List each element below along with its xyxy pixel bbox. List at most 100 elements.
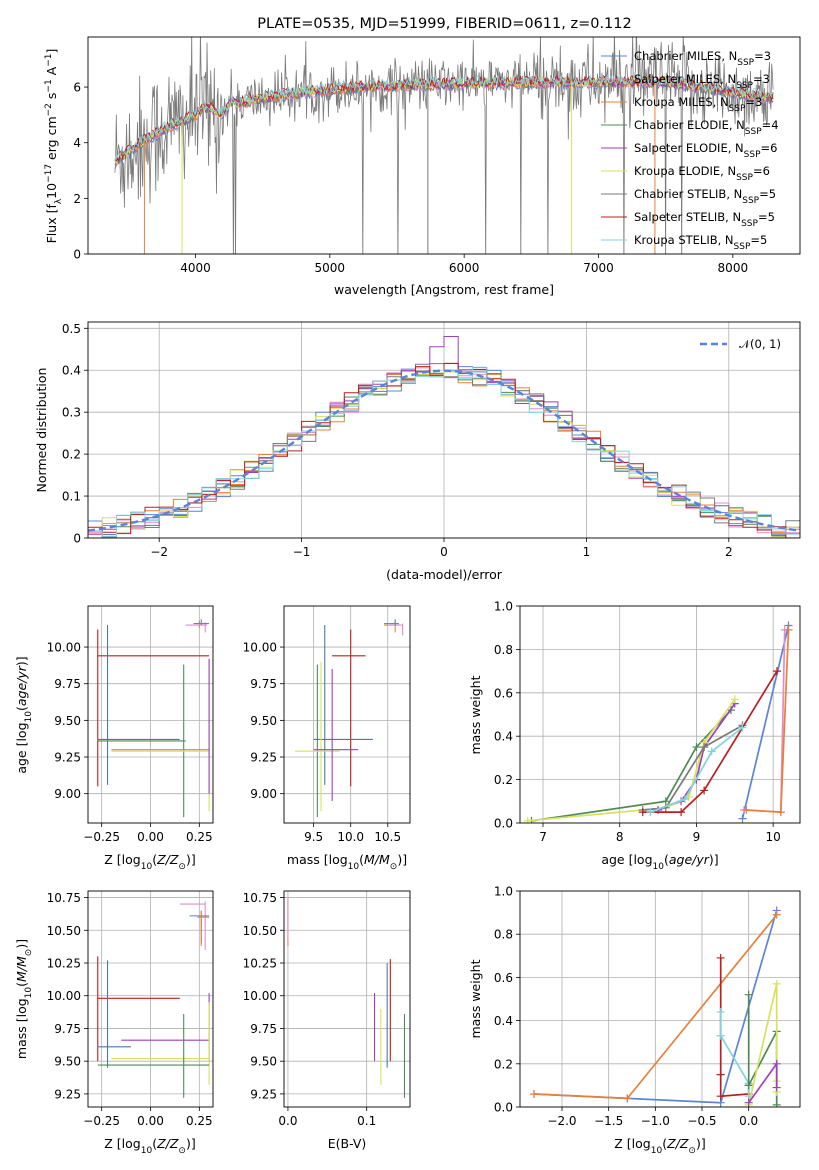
weight-marker-5-7 (700, 786, 709, 795)
spectrum-ylabel-part: −1 (44, 54, 54, 67)
agem-ytick-label: 9.25 (250, 751, 277, 765)
agem-xtick-label: 10.0 (337, 830, 364, 844)
agez-plot-area (88, 606, 213, 823)
agez-xlabel-part: ( (152, 852, 157, 867)
hist-xtick-label: −1 (293, 545, 311, 559)
legend-label-6-part: Chabrier STELIB, N (634, 187, 742, 201)
hist-xtick-label: 2 (725, 545, 733, 559)
spectrum-ytick-label: 2 (73, 192, 81, 206)
agem-ytick-label: 9.75 (250, 677, 277, 691)
legend-label-4-part: Salpeter ELODIE, N (634, 141, 744, 155)
wage-frame (519, 605, 801, 824)
massz-ylabel-part: )] (14, 939, 29, 949)
weight-line-5-6 (642, 724, 743, 811)
legend-label-4-part: =6 (761, 141, 778, 155)
legend-label-7-part: =5 (758, 210, 775, 224)
legend-label-1-part: SSP (736, 81, 753, 91)
chart-title: PLATE=0535, MJD=51999, FIBERID=0611, z=0… (257, 16, 631, 32)
legend-label-1: Salpeter MILES, NSSP=3 (634, 72, 770, 91)
legend-label-8-part: Kroupa STELIB, N (634, 233, 734, 247)
legend-label-3-part: Chabrier ELODIE, N (634, 118, 745, 132)
normal-curve (88, 369, 800, 532)
weight-marker-5-0 (738, 814, 747, 823)
agez-ylabel-part: age/yr (14, 665, 29, 706)
weight-marker-5-5 (523, 816, 532, 823)
weight-marker-5-8 (646, 808, 655, 817)
wage-plot-area (520, 606, 800, 823)
wz-xtick-label: −1.0 (641, 1114, 670, 1128)
weight-marker-8-1 (530, 1090, 538, 1099)
weight-marker-5-5 (730, 695, 739, 704)
legend-label-2: Kroupa MILES, NSSP=3 (634, 95, 762, 114)
weight-marker-8-2 (716, 1092, 725, 1101)
wage-ytick-label: 0.4 (494, 730, 513, 744)
legend-label-6-part: SSP (742, 196, 759, 206)
weight-marker-5-6 (700, 743, 709, 752)
agem-xlabel-part: ⊙ (390, 862, 398, 872)
weight-marker-8-6 (772, 1059, 781, 1068)
massz-xlabel-part: )] (186, 1136, 196, 1151)
legend-label-5-part: Kroupa ELODIE, N (634, 164, 736, 178)
massz-xtick-label: 0.25 (186, 1114, 213, 1128)
legend-label-0: Chabrier MILES, NSSP=3 (634, 49, 771, 68)
wage-xtick-label: 8 (616, 830, 624, 844)
massz-ytick-label: 10.25 (47, 957, 81, 971)
weight-marker-8-3 (716, 1007, 725, 1016)
agem-xtick-label: 10.5 (374, 830, 401, 844)
spectrum-ylabel-part: 10 (44, 183, 59, 199)
wage-xlabel-part: ( (664, 852, 669, 867)
agez-ytick-label: 9.00 (54, 787, 81, 801)
agez-xtick-label: 0.00 (137, 830, 164, 844)
wz-xtick-label: −1.5 (594, 1114, 623, 1128)
wage-xlabel-part: 10 (653, 862, 665, 872)
spectrum-xtick-label: 8000 (718, 261, 749, 275)
hist-step-8 (88, 366, 800, 537)
weight-marker-8-4 (744, 990, 753, 999)
wz-xtick-label: −0.5 (687, 1114, 716, 1128)
wz-ytick-label: 0.6 (494, 971, 513, 985)
wage-xtick-label: 9 (693, 830, 701, 844)
masse-ytick-label: 9.50 (250, 1055, 277, 1069)
wage-ytick-label: 0.2 (494, 773, 513, 787)
legend-label-5-part: SSP (736, 173, 753, 183)
agez-xlabel-part: 10 (141, 862, 153, 872)
hist-frame (87, 321, 801, 539)
weight-marker-8-2 (716, 953, 725, 962)
legend-label-0-part: SSP (737, 58, 754, 68)
agem-xlabel-part: M/M (364, 852, 390, 867)
weight-marker-8-4 (772, 1100, 781, 1107)
wage-ytick-label: 0.8 (494, 643, 513, 657)
agez-xtick-label: 0.25 (186, 830, 213, 844)
massz-ytick-label: 9.75 (54, 1022, 81, 1036)
weight-marker-8-6 (772, 1083, 781, 1092)
agem-xlabel-part: 10 (348, 862, 360, 872)
spectrum-ylabel: Flux [fλ10−17 erg cm−2 s−1 A−1] (44, 49, 64, 244)
wage-ytick-label: 1.0 (494, 600, 513, 614)
agem-frame (283, 605, 411, 824)
hist-ytick-label: 0.3 (62, 406, 81, 420)
agez-xtick-label: −0.25 (83, 830, 120, 844)
massz-xlabel-part: ⊙ (178, 1146, 186, 1156)
wage-ytick-label: 0.6 (494, 686, 513, 700)
wz-ytick-label: 0.2 (494, 1057, 513, 1071)
masse-ytick-label: 9.75 (250, 1022, 277, 1036)
massz-xtick-label: 0.00 (137, 1114, 164, 1128)
wz-frame (519, 890, 801, 1108)
spectrum-ylabel-part: s (44, 93, 59, 104)
weight-marker-8-2 (716, 1070, 725, 1079)
legend-label-1-part: =3 (753, 72, 770, 86)
legend-label-8-part: SSP (734, 242, 751, 252)
masse-ytick-label: 10.25 (243, 957, 277, 971)
agez-xlabel-part: )] (186, 852, 196, 867)
agez-ylabel-part: 10 (24, 711, 34, 723)
agez-frame (87, 605, 214, 824)
spectrum-ylabel-part: λ (54, 198, 64, 204)
spectrum-xtick-label: 6000 (449, 261, 480, 275)
hist-ytick-label: 0.4 (62, 364, 81, 378)
legend-label-0-part: Chabrier MILES, N (634, 49, 737, 63)
agem-ytick-label: 9.00 (250, 787, 277, 801)
hist-ytick-label: 0.5 (62, 322, 81, 336)
massz-ytick-label: 10.75 (47, 891, 81, 905)
spectrum-ylabel-part: −1 (44, 79, 54, 92)
